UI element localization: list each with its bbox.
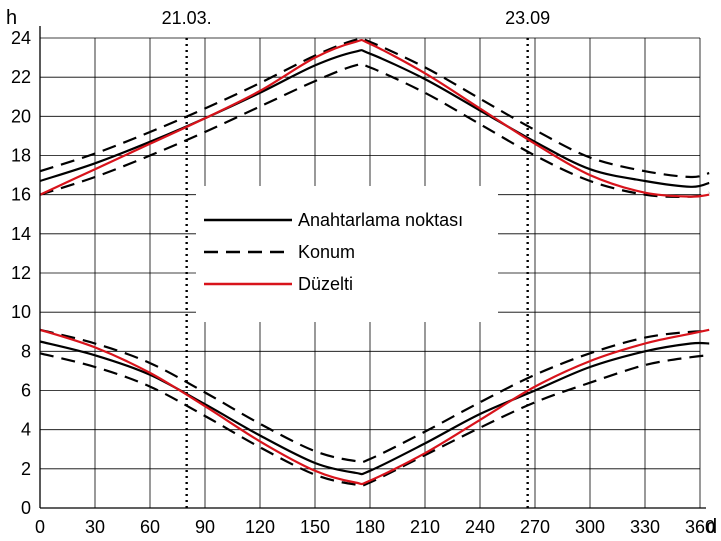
y-tick-label: 14: [11, 224, 31, 244]
x-tick-label: 60: [140, 517, 160, 537]
x-tick-label: 120: [245, 517, 275, 537]
x-tick-label: 300: [575, 517, 605, 537]
x-tick-label: 150: [300, 517, 330, 537]
y-tick-label: 10: [11, 302, 31, 322]
y-tick-label: 16: [11, 185, 31, 205]
series-lines: [39, 37, 710, 487]
y-tick-label: 4: [21, 420, 31, 440]
y-tick-label: 18: [11, 146, 31, 166]
legend-background: [196, 186, 498, 322]
x-tick-label: 30: [85, 517, 105, 537]
series-line-lower-d-zelti: [39, 328, 710, 486]
axes: h d 0 30 60 90 120 150 180 210 240 270 300 330 36002…: [6, 7, 717, 538]
x-tick-label: 90: [195, 517, 215, 537]
y-tick-label: 12: [11, 263, 31, 283]
series-line-upper-anahtarlama-noktas: [39, 49, 710, 188]
date-marker-label: 21.03.: [162, 8, 212, 28]
y-tick-label: 2: [21, 459, 31, 479]
legend-label: Anahtarlama noktası: [298, 210, 463, 230]
y-axis-label: h: [6, 7, 17, 29]
date-marker-label: 23.09: [505, 8, 550, 28]
x-tick-label: 330: [630, 517, 660, 537]
y-tick-label: 8: [21, 341, 31, 361]
legend-label: Konum: [298, 242, 355, 262]
series-line-upper-konum: [39, 37, 710, 179]
series-line-lower-konum: [39, 328, 710, 464]
x-tick-label: 0: [35, 517, 45, 537]
y-tick-label: 22: [11, 67, 31, 87]
x-tick-label: 210: [410, 517, 440, 537]
series-line-upper-konum: [39, 62, 710, 198]
legend: Anahtarlama noktası Konum Düzelti: [196, 186, 498, 322]
x-tick-label: 360: [685, 517, 715, 537]
series-line-lower-konum: [39, 352, 710, 487]
y-tick-label: 0: [21, 498, 31, 518]
y-tick-label: 20: [11, 106, 31, 126]
x-tick-label: 180: [355, 517, 385, 537]
x-tick-label: 270: [520, 517, 550, 537]
y-tick-label: 24: [11, 28, 31, 48]
x-axis-label: d: [706, 516, 717, 538]
y-tick-label: 6: [21, 381, 31, 401]
series-line-upper-d-zelti: [39, 38, 710, 198]
legend-label: Düzelti: [298, 274, 353, 294]
x-tick-label: 240: [465, 517, 495, 537]
